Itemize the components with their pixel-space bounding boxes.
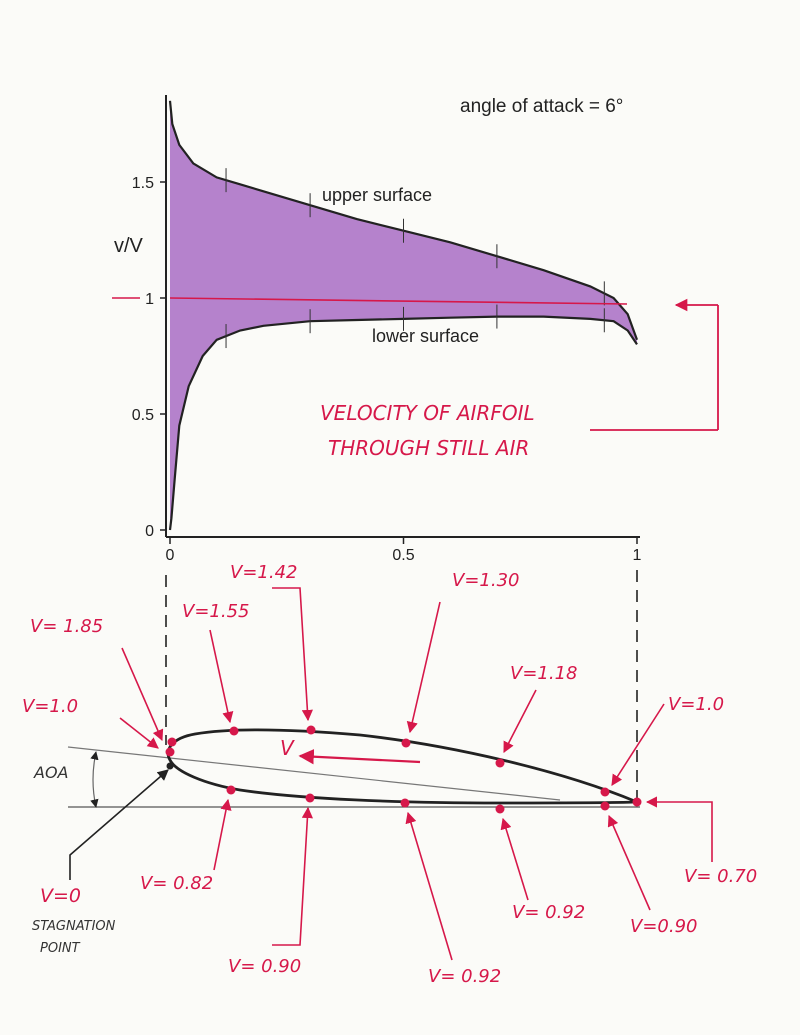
- x-tick-label: 0.5: [392, 547, 414, 564]
- y-tick-label: 1.5: [132, 175, 154, 192]
- airfoil: AOA V: [33, 728, 640, 808]
- upper-surface-point: [600, 787, 610, 797]
- lower-pointer-line: [645, 796, 713, 862]
- velocity-arrow: [298, 749, 421, 765]
- lower-surface-point: [226, 785, 236, 795]
- upper-velocity-label: V=1.55: [182, 601, 249, 622]
- lower-surface-point: [400, 798, 410, 808]
- upper-pointer-line: [209, 629, 234, 724]
- stagnation-point: [166, 762, 174, 770]
- lower-velocity-label: V= 0.90: [228, 956, 301, 977]
- y-tick-label: 0: [145, 523, 154, 540]
- upper-pointer-line: [406, 601, 441, 734]
- stagnation-line1: STAGNATION: [32, 919, 116, 934]
- upper-velocity-label: V=1.18: [510, 663, 577, 684]
- chord-line: [67, 746, 561, 801]
- lower-surface-point: [632, 797, 642, 807]
- lower-pointer-line: [500, 817, 529, 901]
- airfoil-outline: [166, 728, 638, 805]
- y-tick-label: 1: [145, 291, 154, 308]
- stagnation-line2: POINT: [40, 941, 81, 956]
- lower-velocity-label: V=0.90: [630, 916, 697, 937]
- velocity-note-line1: VELOCITY OF AIRFOIL: [320, 401, 535, 425]
- stagnation-annotation: V=0 STAGNATION POINT: [32, 762, 174, 956]
- upper-surface-curve: [168, 100, 639, 341]
- lower-velocity-label: V= 0.92: [428, 966, 501, 987]
- upper-velocity-label: V=1.0: [668, 694, 724, 715]
- upper-surface-point: [229, 726, 239, 736]
- upper-surface-point: [401, 738, 411, 748]
- lower-velocity-label: V= 0.92: [512, 902, 585, 923]
- upper-pointer-line: [272, 587, 313, 722]
- velocity-arrow-label: V: [280, 736, 295, 760]
- upper-surface-point: [495, 758, 505, 768]
- chart-title: angle of attack = 6°: [460, 96, 623, 117]
- upper-pointer-line: [503, 689, 537, 753]
- lower-surface-point: [600, 801, 610, 811]
- y-axis-label: v/V: [114, 235, 144, 257]
- upper-pointer-line: [119, 717, 159, 749]
- upper-velocity-label: V= 1.85: [30, 616, 103, 637]
- velocity-note: VELOCITY OF AIRFOIL THROUGH STILL AIR: [320, 298, 719, 460]
- upper-velocity-label: V=1.42: [230, 562, 297, 583]
- lower-surface-point: [495, 804, 505, 814]
- freestream-line: [169, 297, 628, 305]
- upper-pointer-line: [611, 703, 665, 786]
- aoa-label: AOA: [33, 763, 68, 782]
- x-tick-label: 1: [633, 547, 642, 564]
- lower-surface-label: lower surface: [372, 326, 479, 346]
- upper-surface-point: [306, 725, 316, 735]
- aoa-arc: [90, 751, 99, 808]
- velocity-chart: 0 0.5 1 1.5 0 0.5 1 angle of attack = 6° v/V u…: [112, 95, 642, 564]
- lower-pointer-line: [272, 806, 314, 946]
- upper-surface-label: upper surface: [322, 185, 432, 205]
- upper-surface-point: [167, 737, 177, 747]
- upper-velocity-label: V=1.0: [22, 696, 78, 717]
- velocity-note-line2: THROUGH STILL AIR: [328, 436, 529, 460]
- x-tick-label: 0: [166, 547, 175, 564]
- upper-surface-point: [165, 747, 175, 757]
- lower-velocity-label: V= 0.70: [684, 866, 757, 887]
- lower-pointer-line: [213, 798, 232, 871]
- upper-pointer-line: [121, 647, 164, 742]
- stagnation-value: V=0: [40, 885, 81, 907]
- lower-pointer-line: [405, 811, 453, 961]
- lower-pointer-line: [607, 814, 651, 911]
- lower-surface-point: [305, 793, 315, 803]
- y-tick-label: 0.5: [132, 407, 154, 424]
- lower-velocity-label: V= 0.82: [140, 873, 213, 894]
- upper-velocity-label: V=1.30: [452, 570, 519, 591]
